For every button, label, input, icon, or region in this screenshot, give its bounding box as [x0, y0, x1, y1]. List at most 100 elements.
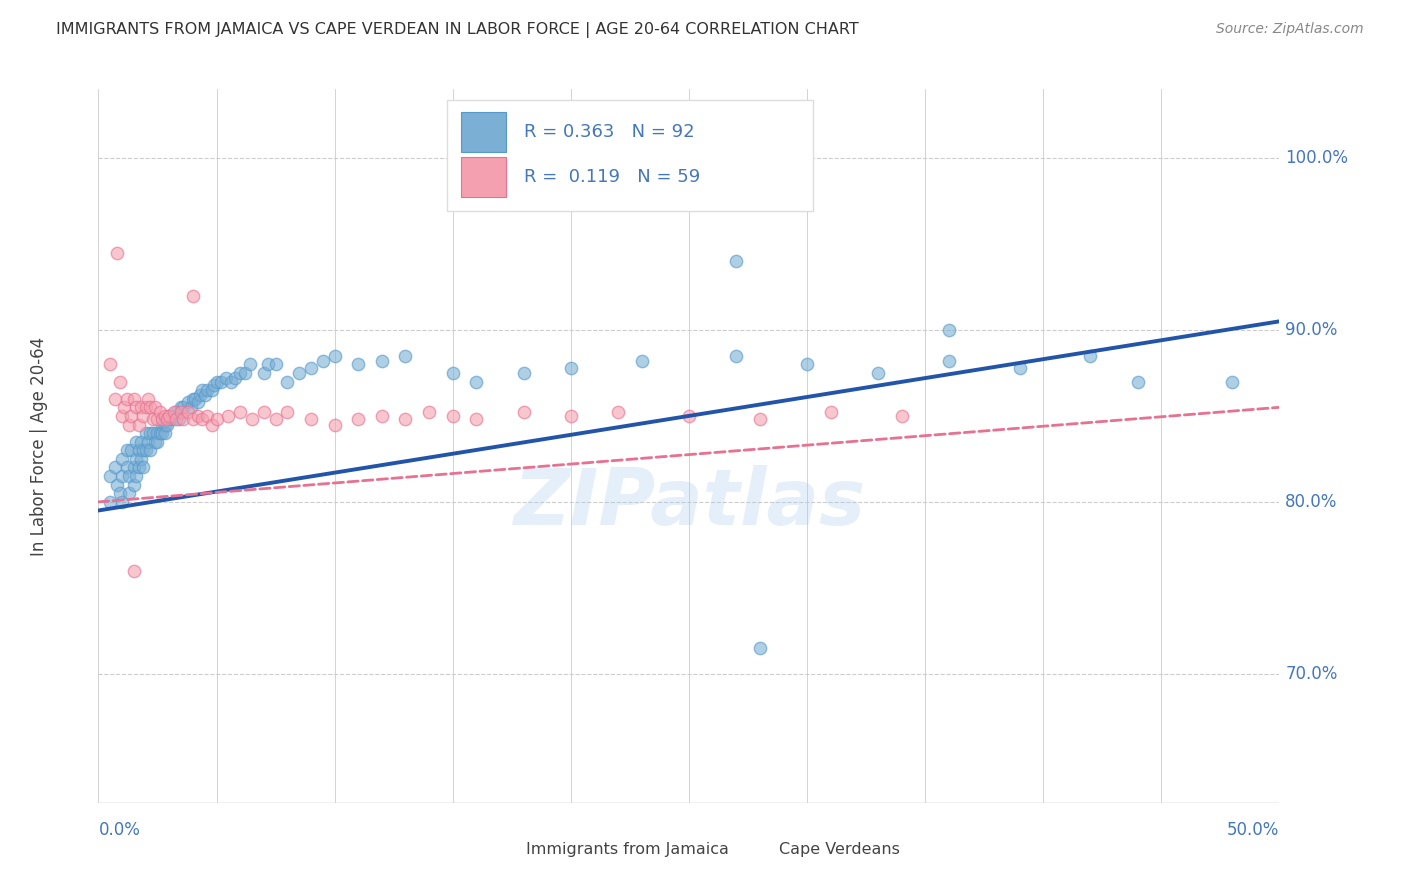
Point: [142, 426, 165, 441]
Point: [118, 469, 141, 483]
Point: [180, 401, 202, 415]
Text: ZIPatlas: ZIPatlas: [513, 465, 865, 541]
Point: [195, 383, 218, 397]
Point: [153, 426, 176, 441]
Point: [512, 366, 534, 380]
Point: [115, 443, 138, 458]
Point: [202, 378, 225, 392]
Point: [149, 426, 172, 441]
Point: [118, 486, 141, 500]
Point: [184, 392, 207, 406]
Point: [194, 388, 217, 402]
Point: [156, 417, 179, 432]
Point: [512, 405, 534, 419]
Text: 90.0%: 90.0%: [1285, 321, 1337, 339]
Point: [560, 409, 582, 423]
Point: [187, 395, 209, 409]
Point: [139, 426, 162, 441]
Text: R =  0.119   N = 59: R = 0.119 N = 59: [523, 168, 700, 186]
Point: [347, 357, 370, 371]
Point: [229, 366, 252, 380]
FancyBboxPatch shape: [461, 157, 506, 196]
Point: [418, 405, 440, 419]
Point: [1220, 375, 1243, 389]
Point: [181, 288, 204, 302]
Point: [98, 469, 121, 483]
Point: [299, 360, 322, 375]
FancyBboxPatch shape: [461, 112, 506, 152]
Text: 100.0%: 100.0%: [1285, 149, 1348, 167]
Point: [195, 409, 218, 423]
Point: [748, 412, 770, 426]
Point: [172, 412, 194, 426]
Point: [111, 409, 134, 423]
Point: [125, 401, 148, 415]
Point: [142, 412, 165, 426]
Point: [160, 412, 183, 426]
Point: [135, 426, 157, 441]
Point: [371, 409, 394, 423]
Point: [796, 357, 818, 371]
Point: [465, 375, 488, 389]
Text: 80.0%: 80.0%: [1285, 493, 1337, 511]
Text: R = 0.363   N = 92: R = 0.363 N = 92: [523, 123, 695, 141]
Point: [276, 405, 298, 419]
Point: [165, 405, 187, 419]
Point: [150, 417, 173, 432]
Point: [122, 392, 145, 406]
Point: [201, 417, 224, 432]
Point: [135, 443, 157, 458]
Point: [143, 401, 166, 415]
Point: [157, 409, 180, 423]
Point: [163, 405, 186, 419]
Point: [181, 392, 204, 406]
Point: [1080, 349, 1102, 363]
Text: Cape Verdeans: Cape Verdeans: [779, 842, 900, 856]
Text: Source: ZipAtlas.com: Source: ZipAtlas.com: [1216, 22, 1364, 37]
Point: [188, 388, 211, 402]
Point: [820, 405, 842, 419]
Point: [209, 375, 232, 389]
Point: [108, 486, 131, 500]
Point: [347, 412, 370, 426]
Text: 0.0%: 0.0%: [98, 821, 141, 838]
Point: [115, 460, 138, 475]
Point: [394, 349, 416, 363]
Point: [323, 417, 346, 432]
Point: [136, 392, 159, 406]
Point: [105, 477, 128, 491]
Point: [264, 412, 287, 426]
Point: [441, 409, 464, 423]
Point: [132, 460, 155, 475]
Point: [129, 451, 152, 466]
Point: [143, 434, 166, 449]
Point: [239, 357, 262, 371]
Point: [146, 412, 169, 426]
Point: [105, 245, 128, 260]
Text: 70.0%: 70.0%: [1285, 665, 1337, 683]
Point: [146, 434, 169, 449]
Text: IMMIGRANTS FROM JAMAICA VS CAPE VERDEAN IN LABOR FORCE | AGE 20-64 CORRELATION C: IMMIGRANTS FROM JAMAICA VS CAPE VERDEAN …: [56, 22, 859, 38]
Point: [128, 417, 150, 432]
Point: [229, 405, 252, 419]
Point: [108, 375, 131, 389]
Text: In Labor Force | Age 20-64: In Labor Force | Age 20-64: [31, 336, 48, 556]
FancyBboxPatch shape: [482, 838, 517, 865]
Point: [156, 412, 179, 426]
Point: [253, 366, 276, 380]
Point: [323, 349, 346, 363]
Point: [118, 417, 141, 432]
Point: [866, 366, 889, 380]
FancyBboxPatch shape: [447, 100, 813, 211]
Point: [121, 409, 143, 423]
Point: [125, 469, 148, 483]
Point: [135, 401, 157, 415]
Point: [441, 366, 464, 380]
Point: [150, 412, 173, 426]
Text: Immigrants from Jamaica: Immigrants from Jamaica: [526, 842, 728, 856]
Point: [98, 495, 121, 509]
Point: [253, 405, 276, 419]
Point: [139, 443, 162, 458]
Point: [394, 412, 416, 426]
Point: [312, 354, 335, 368]
